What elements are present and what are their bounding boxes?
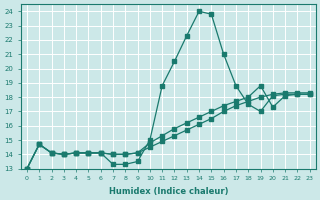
X-axis label: Humidex (Indice chaleur): Humidex (Indice chaleur) <box>108 187 228 196</box>
